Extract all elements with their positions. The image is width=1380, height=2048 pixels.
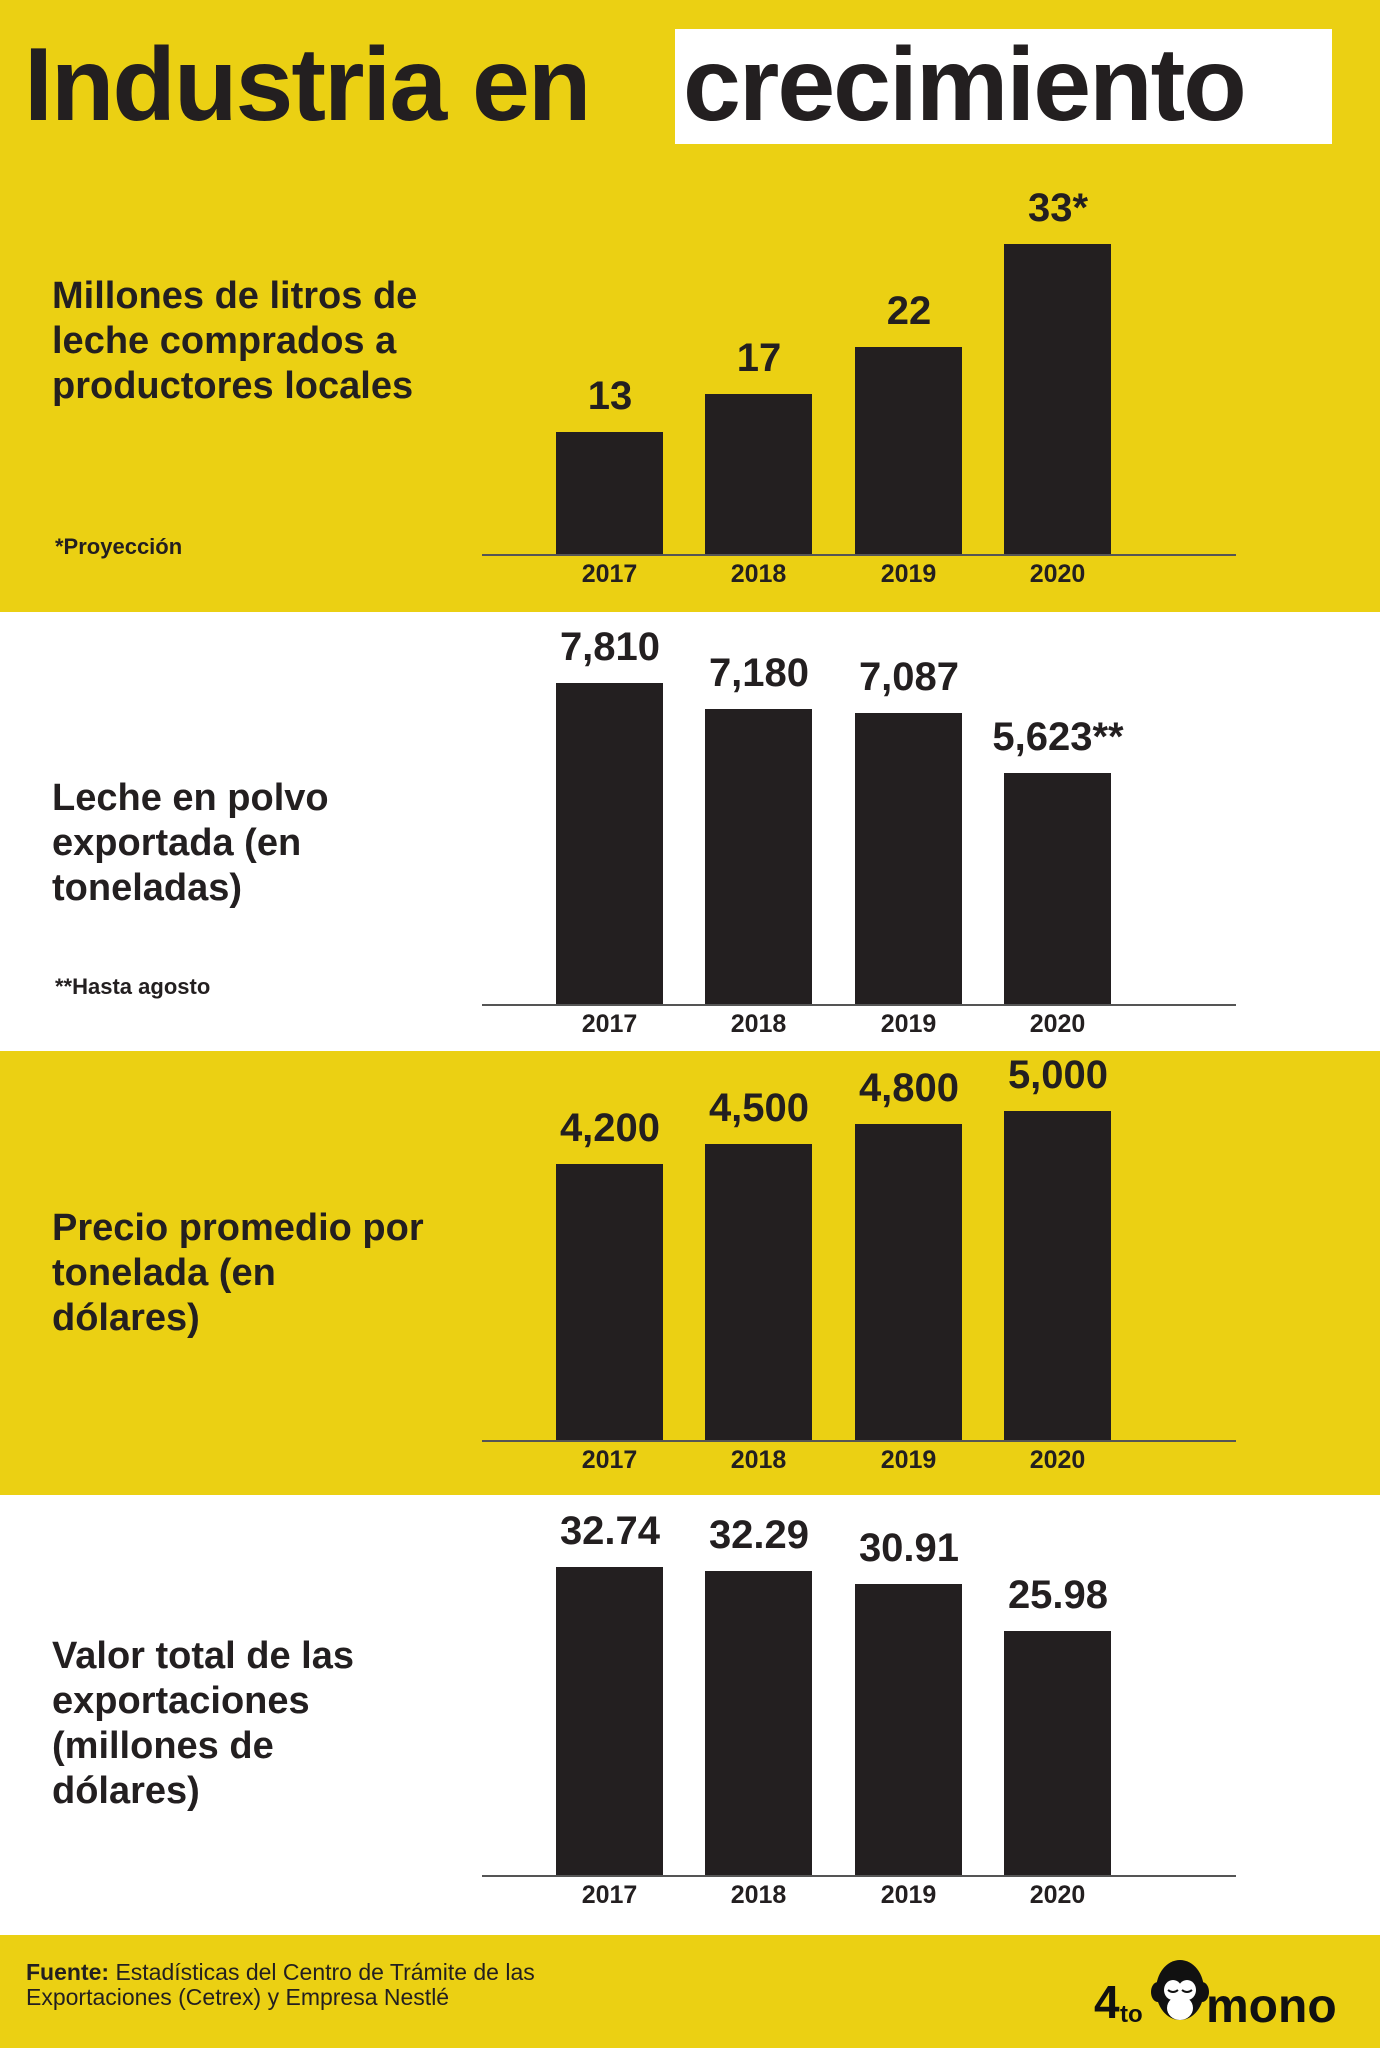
chart-4-value-label: 32.29 <box>708 1513 810 1558</box>
chart-1-value-label: 33* <box>1027 186 1089 230</box>
chart-2-year-label: 2019 <box>880 1010 937 1038</box>
chart-3-bar-2017 <box>556 1163 663 1440</box>
chart-3-title: Precio promedio por tonelada (en dólares… <box>52 1207 424 1339</box>
chart-1-year-label: 2018 <box>730 560 787 588</box>
chart-2-note: **Hasta agosto <box>55 974 211 999</box>
chart-1-year-label: 2019 <box>880 560 937 588</box>
chart-1-bar-2018 <box>705 394 812 554</box>
chart-1-value-label: 13 <box>587 373 633 418</box>
chart-4-value-label: 25.98 <box>1007 1572 1109 1617</box>
chart-1-title: Millones de litros de leche comprados a … <box>52 275 418 407</box>
footer-background <box>0 1935 1380 2048</box>
section-2-background <box>0 612 1380 1051</box>
source-label: Fuente: <box>26 1959 110 1985</box>
chart-4-title: Valor total de las exportaciones (millon… <box>52 1635 354 1812</box>
section-4-background <box>0 1495 1380 1935</box>
chart-3-value-label: 4,800 <box>858 1066 960 1111</box>
chart-1-bar-2020 <box>1004 244 1111 554</box>
chart-3-bar-2018 <box>705 1143 812 1440</box>
chart-2-bar-2020 <box>1004 772 1111 1004</box>
chart-2-year-label: 2018 <box>730 1010 787 1038</box>
chart-3-year-label: 2018 <box>730 1446 787 1474</box>
chart-2-bar-2017 <box>556 683 663 1004</box>
section-3-background <box>0 1051 1380 1495</box>
svg-text:to: to <box>1120 2001 1143 2028</box>
chart-3-bar-2020 <box>1004 1111 1111 1440</box>
chart-1-value-label: 17 <box>736 336 782 381</box>
chart-3-value-label: 4,200 <box>559 1105 661 1150</box>
page-title-part2: crecimiento <box>683 27 1247 143</box>
chart-1-year-label: 2020 <box>1029 560 1086 588</box>
chart-4-year-label: 2019 <box>880 1881 937 1909</box>
chart-1-note: *Proyección <box>55 534 183 559</box>
chart-2-axis-line <box>482 1004 1236 1006</box>
4tomono-logo: 4 to mono <box>1094 1960 1337 2028</box>
monkey-face-icon <box>1151 1960 1209 2020</box>
chart-4-axis-line <box>482 1875 1236 1877</box>
chart-4-year-label: 2020 <box>1029 1881 1086 1909</box>
chart-3-value-label: 4,500 <box>708 1085 810 1130</box>
chart-4-value-label: 30.91 <box>858 1526 960 1571</box>
chart-4-bar-2019 <box>855 1584 962 1875</box>
chart-4-bar-2017 <box>556 1567 663 1875</box>
chart-3-year-label: 2020 <box>1029 1446 1086 1474</box>
chart-2-bar-2018 <box>705 708 812 1004</box>
svg-text:mono: mono <box>1206 1980 1337 2028</box>
chart-2-title: Leche en polvo exportada (en toneladas) <box>52 777 329 909</box>
svg-text:4: 4 <box>1094 1976 1120 2028</box>
chart-2-value-label: 7,087 <box>858 654 960 699</box>
chart-1-value-label: 22 <box>886 289 932 334</box>
chart-3-bar-2019 <box>855 1124 962 1440</box>
chart-1-year-label: 2017 <box>581 560 638 588</box>
chart-4-bar-2020 <box>1004 1630 1111 1875</box>
chart-2-year-label: 2020 <box>1029 1010 1086 1038</box>
title-highlight-box <box>675 29 1332 144</box>
chart-1-bar-2017 <box>556 431 663 554</box>
chart-2-bar-2019 <box>855 712 962 1004</box>
chart-1-axis-line <box>482 554 1236 556</box>
chart-2-year-label: 2017 <box>581 1010 638 1038</box>
chart-2-value-label: 7,180 <box>708 650 810 695</box>
chart-3-year-label: 2019 <box>880 1446 937 1474</box>
source-line-1: Estadísticas del Centro de Trámite de la… <box>109 1959 535 1985</box>
chart-4-bar-2018 <box>705 1571 812 1875</box>
chart-4-year-label: 2017 <box>581 1881 638 1909</box>
page-title-part1: Industria en <box>24 27 591 143</box>
chart-1-bar-2019 <box>855 347 962 554</box>
source-text: Fuente: Estadísticas del Centro de Trámi… <box>26 1960 535 2010</box>
chart-2-value-label: 5,623** <box>992 714 1124 759</box>
chart-2-value-label: 7,810 <box>559 625 661 669</box>
chart-3-value-label: 5,000 <box>1007 1053 1109 1097</box>
chart-4-value-label: 32.74 <box>559 1509 661 1553</box>
chart-4-year-label: 2018 <box>730 1881 787 1909</box>
source-line-2: Exportaciones (Cetrex) y Empresa Nestlé <box>26 1984 450 2010</box>
chart-3-axis-line <box>482 1440 1236 1442</box>
chart-3-year-label: 2017 <box>581 1446 638 1474</box>
